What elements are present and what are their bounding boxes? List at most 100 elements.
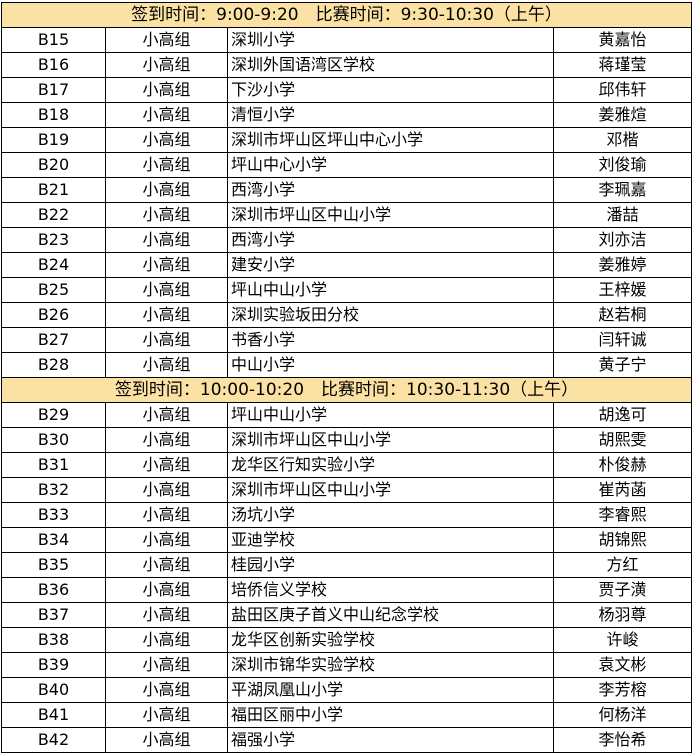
school-cell: 盐田区庚子首义中山纪念学校 (227, 602, 554, 628)
school-cell: 亚迪学校 (227, 527, 554, 553)
school-cell: 坪山中山小学 (227, 277, 554, 303)
table-row: B34 小高组 亚迪学校 胡锦熙 (1, 527, 692, 553)
school-cell: 深圳市坪山区坪山中心小学 (227, 127, 554, 153)
section-header-row: 签到时间：10:00-10:20 比赛时间：10:30-11:30（上午） (0, 377, 692, 403)
table-row: B38 小高组 龙华区创新实验学校 许峻 (1, 627, 692, 653)
student-name-cell: 崔芮菡 (552, 477, 692, 503)
student-name-cell: 黄嘉怡 (552, 27, 692, 53)
group-cell: 小高组 (105, 402, 228, 428)
student-name-cell: 黄子宁 (552, 352, 692, 378)
student-name-cell: 李芳榕 (552, 677, 692, 703)
group-cell: 小高组 (105, 452, 228, 478)
table-row: B22 小高组 深圳市坪山区中山小学 潘喆 (1, 202, 692, 228)
student-name-cell: 潘喆 (552, 202, 692, 228)
entry-id-cell: B38 (1, 627, 106, 653)
table-row: B40 小高组 平湖凤凰山小学 李芳榕 (1, 677, 692, 703)
entry-id-cell: B26 (1, 302, 106, 328)
student-name-cell: 何杨洋 (552, 702, 692, 728)
group-cell: 小高组 (105, 152, 228, 178)
entry-id-cell: B39 (1, 652, 106, 678)
student-name-cell: 胡熙雯 (552, 427, 692, 453)
table-row: B17 小高组 下沙小学 邱伟轩 (1, 77, 692, 103)
group-cell: 小高组 (105, 727, 228, 753)
school-cell: 龙华区行知实验小学 (227, 452, 554, 478)
table-row: B16 小高组 深圳外国语湾区学校 蒋瑾莹 (1, 52, 692, 78)
group-cell: 小高组 (105, 227, 228, 253)
school-cell: 下沙小学 (227, 77, 554, 103)
entry-id-cell: B31 (1, 452, 106, 478)
group-cell: 小高组 (105, 652, 228, 678)
table-row: B35 小高组 桂园小学 方红 (1, 552, 692, 578)
school-cell: 建安小学 (227, 252, 554, 278)
group-cell: 小高组 (105, 602, 228, 628)
group-cell: 小高组 (105, 302, 228, 328)
group-cell: 小高组 (105, 552, 228, 578)
student-name-cell: 方红 (552, 552, 692, 578)
table-row: B19 小高组 深圳市坪山区坪山中心小学 邓楷 (1, 127, 692, 153)
table-row: B15 小高组 深圳小学 黄嘉怡 (1, 27, 692, 53)
student-name-cell: 李睿熙 (552, 502, 692, 528)
entry-id-cell: B24 (1, 252, 106, 278)
school-cell: 培侨信义学校 (227, 577, 554, 603)
group-cell: 小高组 (105, 527, 228, 553)
student-name-cell: 蒋瑾莹 (552, 52, 692, 78)
table-row: B42 小高组 福强小学 李怡希 (1, 727, 692, 753)
section-time-header: 签到时间：10:00-10:20 比赛时间：10:30-11:30（上午） (0, 377, 692, 403)
table-row: B25 小高组 坪山中山小学 王梓媛 (1, 277, 692, 303)
table-row: B27 小高组 书香小学 闫轩诚 (1, 327, 692, 353)
student-name-cell: 胡锦熙 (552, 527, 692, 553)
group-cell: 小高组 (105, 352, 228, 378)
entry-id-cell: B23 (1, 227, 106, 253)
school-cell: 坪山中心小学 (227, 152, 554, 178)
table-row: B28 小高组 中山小学 黄子宁 (1, 352, 692, 378)
student-name-cell: 许峻 (552, 627, 692, 653)
school-cell: 深圳实验坂田分校 (227, 302, 554, 328)
entry-id-cell: B19 (1, 127, 106, 153)
student-name-cell: 闫轩诚 (552, 327, 692, 353)
school-cell: 书香小学 (227, 327, 554, 353)
entry-id-cell: B15 (1, 27, 106, 53)
table-row: B21 小高组 西湾小学 李珮嘉 (1, 177, 692, 203)
group-cell: 小高组 (105, 77, 228, 103)
entry-id-cell: B37 (1, 602, 106, 628)
entry-id-cell: B41 (1, 702, 106, 728)
group-cell: 小高组 (105, 502, 228, 528)
entry-id-cell: B35 (1, 552, 106, 578)
student-name-cell: 袁文彬 (552, 652, 692, 678)
group-cell: 小高组 (105, 577, 228, 603)
table-row: B33 小高组 汤坑小学 李睿熙 (1, 502, 692, 528)
student-name-cell: 姜雅煊 (552, 102, 692, 128)
student-name-cell: 姜雅婷 (552, 252, 692, 278)
table-row: B24 小高组 建安小学 姜雅婷 (1, 252, 692, 278)
group-cell: 小高组 (105, 677, 228, 703)
table-row: B31 小高组 龙华区行知实验小学 朴俊赫 (1, 452, 692, 478)
group-cell: 小高组 (105, 702, 228, 728)
entry-id-cell: B27 (1, 327, 106, 353)
entry-id-cell: B22 (1, 202, 106, 228)
entry-id-cell: B30 (1, 427, 106, 453)
group-cell: 小高组 (105, 177, 228, 203)
school-cell: 坪山中山小学 (227, 402, 554, 428)
table-row: B23 小高组 西湾小学 刘亦洁 (1, 227, 692, 253)
student-name-cell: 王梓媛 (552, 277, 692, 303)
group-cell: 小高组 (105, 52, 228, 78)
group-cell: 小高组 (105, 127, 228, 153)
student-name-cell: 贾子潢 (552, 577, 692, 603)
student-name-cell: 杨羽尊 (552, 602, 692, 628)
group-cell: 小高组 (105, 27, 228, 53)
group-cell: 小高组 (105, 327, 228, 353)
table-row: B20 小高组 坪山中心小学 刘俊瑜 (1, 152, 692, 178)
entry-id-cell: B40 (1, 677, 106, 703)
entry-id-cell: B33 (1, 502, 106, 528)
school-cell: 深圳小学 (227, 27, 554, 53)
school-cell: 中山小学 (227, 352, 554, 378)
table-row: B18 小高组 清恒小学 姜雅煊 (1, 102, 692, 128)
school-cell: 福田区丽中小学 (227, 702, 554, 728)
table-row: B37 小高组 盐田区庚子首义中山纪念学校 杨羽尊 (1, 602, 692, 628)
school-cell: 汤坑小学 (227, 502, 554, 528)
entry-id-cell: B18 (1, 102, 106, 128)
entry-id-cell: B20 (1, 152, 106, 178)
table-row: B32 小高组 深圳市坪山区中山小学 崔芮菡 (1, 477, 692, 503)
entry-id-cell: B28 (1, 352, 106, 378)
